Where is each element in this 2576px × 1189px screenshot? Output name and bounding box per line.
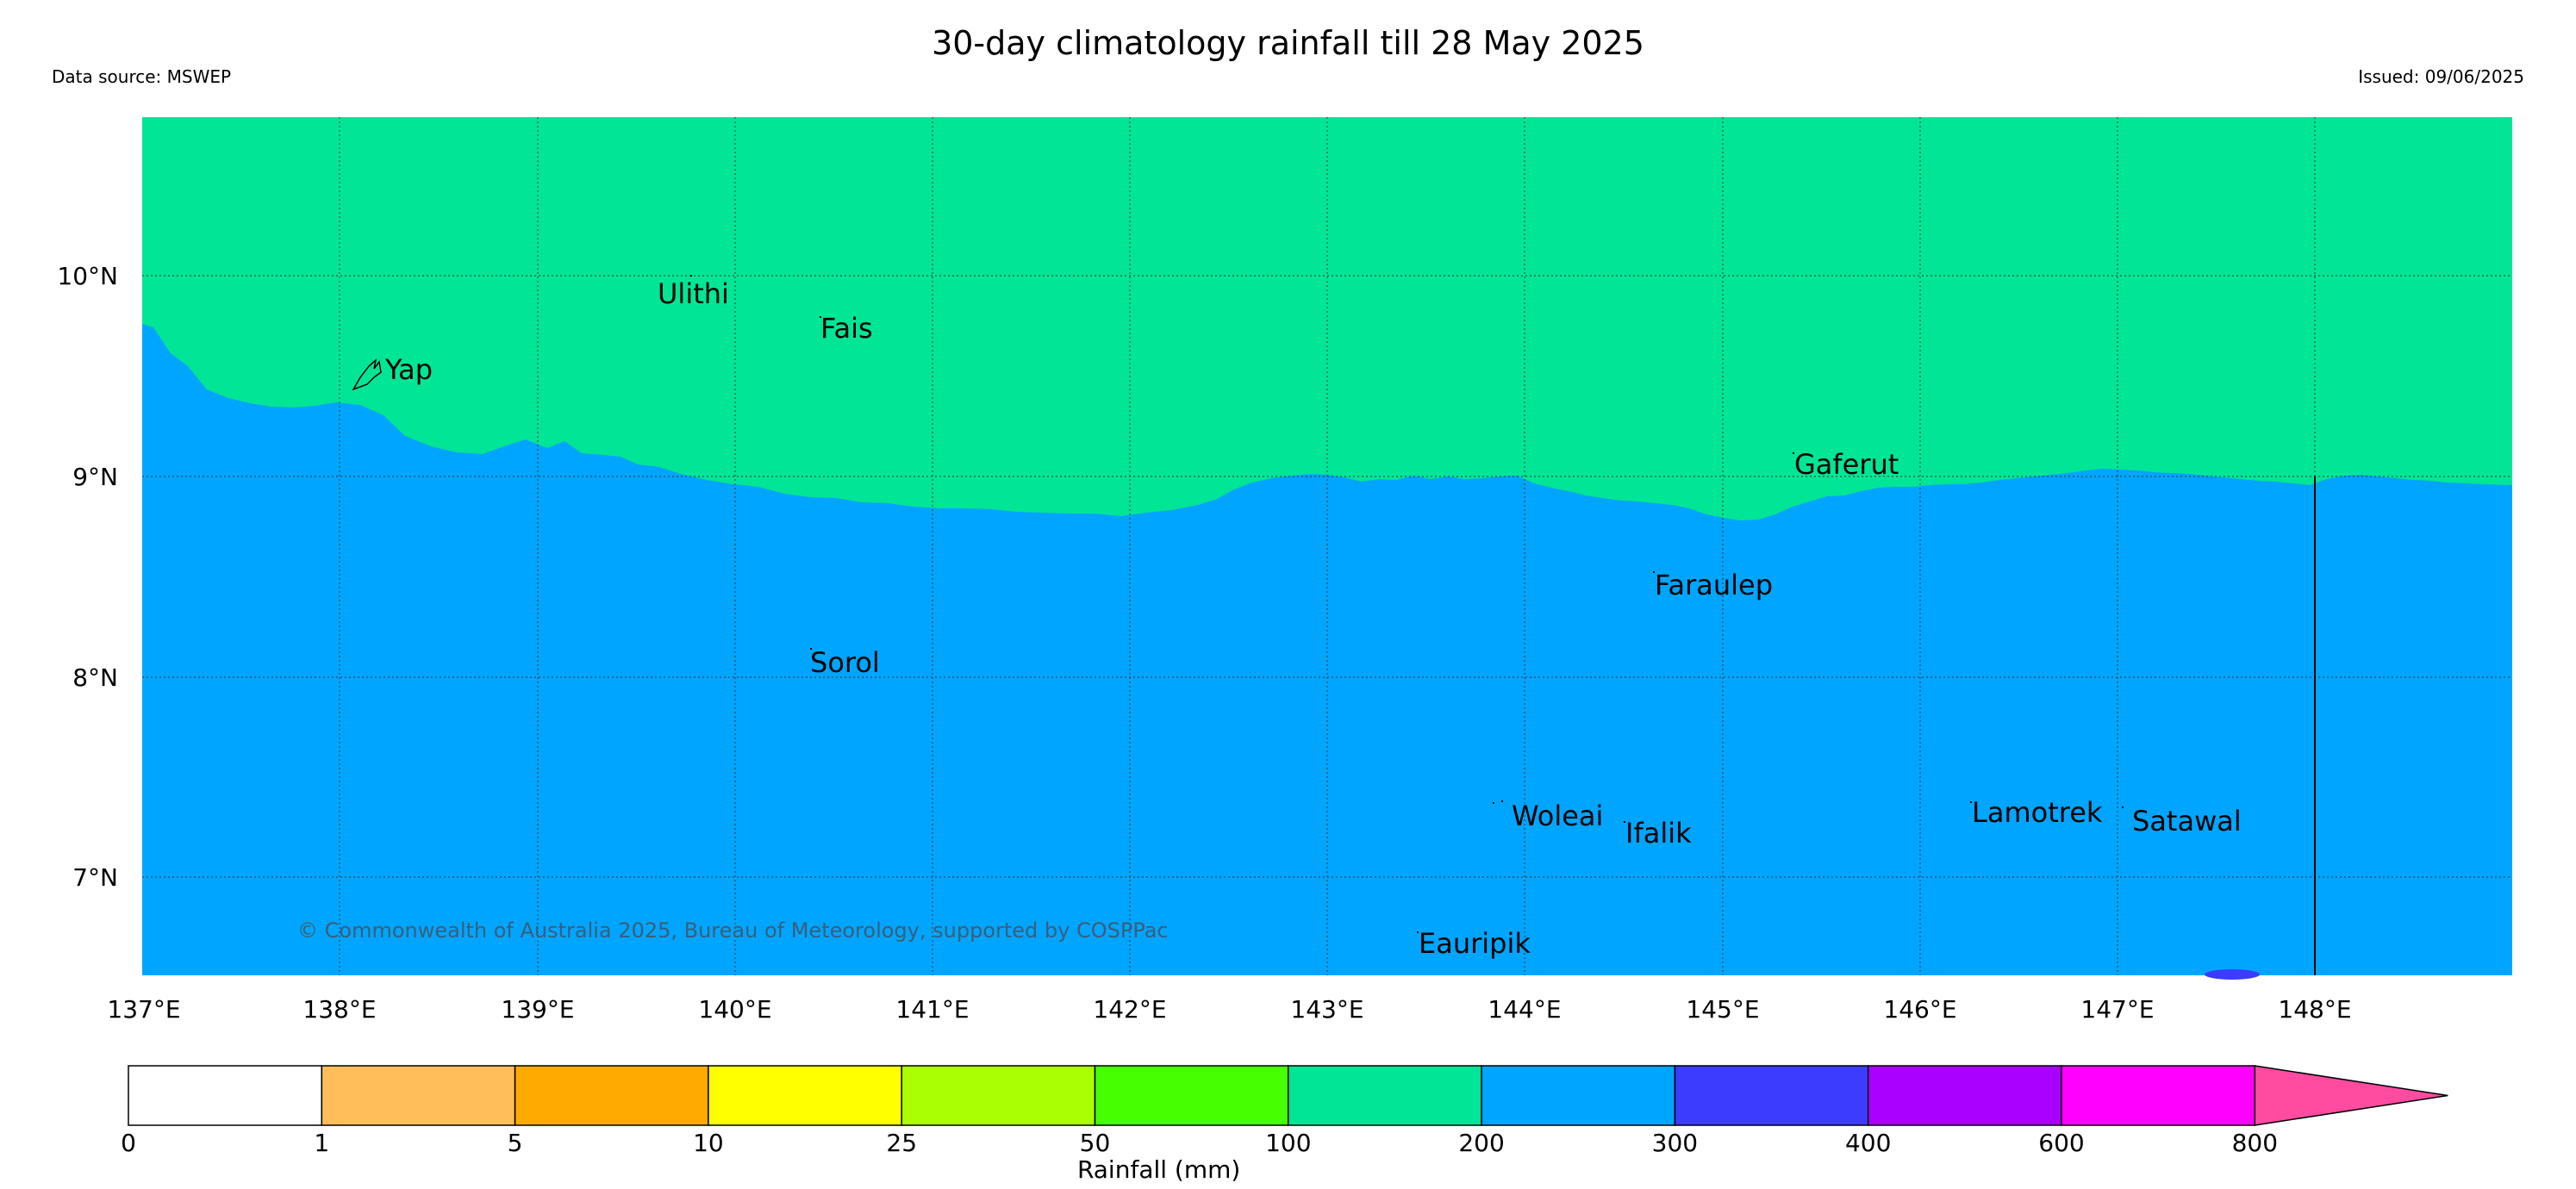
lon-label-143e: 143°E (1290, 995, 1363, 1024)
colorbar-tick-50: 50 (1080, 1129, 1111, 1157)
lon-label-138e: 138°E (303, 995, 376, 1024)
colorbar-tick-300: 300 (1652, 1129, 1698, 1157)
colorbar-extend-arrow (2254, 1065, 2448, 1126)
colorbar-tick-200: 200 (1458, 1129, 1504, 1157)
place-label-yap: Yap (384, 353, 433, 386)
colorbar-segment-300-400 (1674, 1065, 1869, 1126)
place-label-lamotrek: Lamotrek (1972, 796, 2103, 829)
lon-label-145e: 145°E (1686, 995, 1759, 1024)
data-source-label: Data source: MSWEP (52, 66, 232, 87)
colorbar-segment-100-200 (1288, 1065, 1482, 1126)
lon-label-144e: 144°E (1488, 995, 1561, 1024)
colorbar-segment-25-50 (901, 1065, 1096, 1126)
lon-label-140e: 140°E (698, 995, 771, 1024)
lon-label-148e: 148°E (2278, 995, 2351, 1024)
colorbar-tick-600: 600 (2038, 1129, 2084, 1157)
lat-label-10n: 10°N (57, 262, 118, 290)
place-label-fais: Fais (820, 312, 873, 345)
colorbar-tick-1: 1 (314, 1129, 329, 1157)
place-label-faraulep: Faraulep (1655, 569, 1773, 601)
colorbar-segment-600-800 (2061, 1065, 2256, 1126)
colorbar-segment-200-300 (1481, 1065, 1676, 1126)
island-markers (690, 275, 2124, 933)
lon-label-139e: 139°E (501, 995, 574, 1024)
colorbar-tick-25: 25 (886, 1129, 917, 1157)
colorbar-segment-400-600 (1867, 1065, 2062, 1126)
graticule (142, 117, 2512, 975)
colorbar-tick-800: 800 (2232, 1129, 2278, 1157)
lon-label-141e: 141°E (895, 995, 969, 1024)
issued-date-label: Issued: 09/06/2025 (2358, 66, 2524, 87)
lon-label-146e: 146°E (1883, 995, 1956, 1024)
colorbar-segment-0-1 (128, 1065, 323, 1126)
lat-label-8n: 8°N (72, 663, 118, 692)
copyright-notice: © Commonwealth of Australia 2025, Bureau… (297, 918, 1169, 943)
place-label-ulithi: Ulithi (658, 277, 729, 310)
lon-label-137e: 137°E (107, 995, 180, 1024)
place-label-sorol: Sorol (810, 646, 880, 679)
rainfall-region-200-300 (142, 324, 2512, 975)
lat-label-7n: 7°N (72, 863, 118, 892)
colorbar-segment-1-5 (321, 1065, 516, 1126)
place-label-gaferut: Gaferut (1794, 448, 1899, 481)
lon-label-147e: 147°E (2080, 995, 2154, 1024)
colorbar-tick-10: 10 (693, 1129, 724, 1157)
place-label-ifalik: Ifalik (1625, 817, 1692, 850)
lat-label-9n: 9°N (72, 463, 118, 491)
colorbar-segment-5-10 (514, 1065, 709, 1126)
colorbar-segment-50-100 (1094, 1065, 1289, 1126)
lon-label-142e: 142°E (1093, 995, 1166, 1024)
colorbar: 0 1 5 10 25 50 100 200 300 400 600 800 Rainfall (mm) (121, 1065, 2448, 1184)
colorbar-tick-400: 400 (1845, 1129, 1891, 1157)
colorbar-tick-5: 5 (508, 1129, 523, 1157)
colorbar-label: Rainfall (mm) (1077, 1155, 1240, 1184)
colorbar-tick-100: 100 (1265, 1129, 1311, 1157)
map-title: 30-day climatology rainfall till 28 May … (932, 24, 1644, 62)
colorbar-tick-0: 0 (121, 1129, 136, 1157)
rainfall-spot-300-400 (2205, 969, 2260, 980)
yap-island-outline (352, 358, 382, 391)
place-label-eauripik: Eauripik (1419, 927, 1531, 960)
colorbar-segment-10-25 (708, 1065, 902, 1126)
place-label-satawal: Satawal (2132, 805, 2242, 837)
place-label-woleai: Woleai (1512, 800, 1603, 832)
